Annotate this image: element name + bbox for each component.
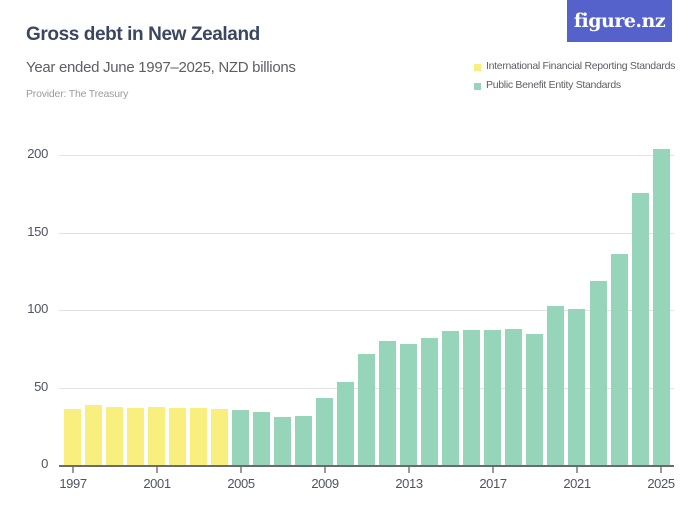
bar-2003[interactable] (190, 408, 207, 465)
x-axis-tick-label: 2009 (311, 476, 339, 491)
chart-subtitle: Year ended June 1997–2025, NZD billions (26, 59, 296, 76)
bar-1999[interactable] (106, 407, 123, 465)
bar-2004[interactable] (211, 409, 228, 465)
x-axis-line (59, 465, 674, 467)
legend-label: Public Benefit Entity Standards (486, 78, 621, 91)
legend-label: International Financial Reporting Standa… (486, 59, 676, 72)
data-provider: Provider: The Treasury (26, 88, 129, 100)
x-axis-tick-mark (408, 467, 410, 473)
x-axis-tick-mark (72, 467, 74, 473)
x-axis-tick-mark (324, 467, 326, 473)
bar-2015[interactable] (442, 331, 459, 465)
y-axis-tick-label: 200 (27, 146, 48, 161)
chart-title: Gross debt in New Zealand (26, 24, 260, 45)
bar-2020[interactable] (547, 306, 564, 465)
bar-2016[interactable] (463, 330, 480, 465)
bar-2017[interactable] (484, 330, 501, 465)
x-axis-tick-label: 1997 (59, 476, 87, 491)
bar-2009[interactable] (316, 398, 333, 465)
y-axis-tick-label: 50 (34, 379, 48, 394)
y-axis-tick-label: 150 (27, 224, 48, 239)
bar-2022[interactable] (590, 281, 607, 465)
x-axis-tick-label: 2021 (563, 476, 591, 491)
bar-2018[interactable] (505, 329, 522, 465)
legend-item-pbe: Public Benefit Entity Standards (474, 75, 675, 94)
bar-2024[interactable] (632, 193, 649, 465)
figure-nz-logo[interactable]: figure.nz (567, 0, 672, 42)
bar-2002[interactable] (169, 408, 186, 465)
gridline (59, 233, 674, 234)
legend: International Financial Reporting Standa… (474, 56, 675, 94)
x-axis-tick-label: 2013 (395, 476, 423, 491)
bar-2023[interactable] (611, 254, 628, 465)
y-axis-tick-label: 100 (27, 301, 48, 316)
y-axis-tick-label: 0 (41, 456, 48, 471)
gridline (59, 310, 674, 311)
x-axis-tick-mark (240, 467, 242, 473)
bar-2014[interactable] (421, 338, 438, 465)
legend-swatch-ifrs (474, 64, 481, 71)
bar-2006[interactable] (253, 412, 270, 465)
bar-2021[interactable] (568, 309, 585, 465)
bar-2000[interactable] (127, 408, 144, 465)
x-axis-tick-mark (492, 467, 494, 473)
gridline (59, 155, 674, 156)
bar-2010[interactable] (337, 382, 354, 465)
x-axis-tick-mark (660, 467, 662, 473)
x-axis-tick-label: 2001 (143, 476, 171, 491)
x-axis-tick-label: 2005 (227, 476, 255, 491)
bar-2019[interactable] (526, 334, 543, 465)
bar-2005[interactable] (232, 410, 249, 465)
bar-2012[interactable] (379, 341, 396, 465)
bar-2007[interactable] (274, 417, 291, 465)
x-axis-tick-label: 2025 (647, 476, 675, 491)
bar-2008[interactable] (295, 416, 312, 465)
x-axis-tick-mark (156, 467, 158, 473)
legend-swatch-pbe (474, 83, 481, 90)
bar-2001[interactable] (148, 407, 165, 465)
bar-2025[interactable] (653, 149, 670, 465)
bar-2013[interactable] (400, 344, 417, 465)
bar-1997[interactable] (64, 409, 81, 465)
bar-2011[interactable] (358, 354, 375, 465)
legend-item-ifrs: International Financial Reporting Standa… (474, 56, 675, 75)
x-axis-tick-label: 2017 (479, 476, 507, 491)
x-axis-tick-mark (576, 467, 578, 473)
bar-1998[interactable] (85, 405, 102, 465)
